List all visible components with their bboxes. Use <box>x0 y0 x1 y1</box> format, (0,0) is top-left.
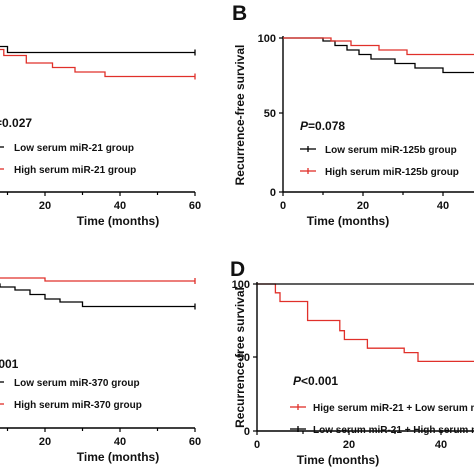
panel-miR-370: 20 40 60 Time (months) .001 Low serum miR-370… <box>0 277 201 464</box>
p-value-text: =0.027 <box>0 116 32 130</box>
legend-label: High serum miR-21 group <box>14 165 136 176</box>
x-tick-label: 40 <box>437 200 449 212</box>
x-tick-label: 20 <box>39 436 51 448</box>
x-tick-label: 40 <box>114 200 126 212</box>
x-axis-title: Time (months) <box>297 453 379 467</box>
x-axis-title: Time (months) <box>77 214 159 228</box>
legend-label: Low serum miR-125b group <box>325 145 457 156</box>
y-tick-label: 100 <box>232 279 250 291</box>
y-tick-label: 50 <box>238 352 250 364</box>
p-value: =0.027 <box>0 116 32 130</box>
y-axis-title: Recurrence-free survival <box>233 287 247 428</box>
y-tick-label: 100 <box>258 33 276 45</box>
legend-label: Hige serum miR-21 + Low serum miR-125b <box>313 403 474 414</box>
p-value-prefix: P <box>300 119 309 133</box>
y-axis-title: Recurrence-free survival <box>233 45 247 186</box>
p-value: .001 <box>0 357 19 371</box>
p-value-prefix: P <box>293 374 302 388</box>
survival-curve-series-1 <box>283 37 474 56</box>
panel-letter: B <box>232 2 247 25</box>
x-tick-label: 40 <box>114 436 126 448</box>
y-tick-label: 0 <box>244 426 250 438</box>
legend-label: Low serum miR-21 group <box>14 143 134 154</box>
survival-curve-series-0 <box>283 37 474 74</box>
legend-label: Low serum miR-370 group <box>14 378 140 389</box>
survival-curve-series-0 <box>0 283 195 308</box>
p-value: P=0.078 <box>300 119 345 133</box>
panel-letter: D <box>230 258 245 281</box>
legend-label: High serum miR-370 group <box>14 400 142 411</box>
x-axis-title: Time (months) <box>307 214 389 228</box>
x-tick-label: 20 <box>39 200 51 212</box>
x-tick-label: 0 <box>280 200 286 212</box>
legend-label: High serum miR-125b group <box>325 167 459 178</box>
survival-curve-series-0 <box>257 283 474 363</box>
panel-b-miR-125b: 0 50 100 0 20 40 Time (months) Recurrence-free … <box>232 2 474 228</box>
survival-curve-series-1 <box>0 48 195 78</box>
y-tick-label: 50 <box>264 108 276 120</box>
y-tick-label: 0 <box>270 187 276 199</box>
x-axis-title: Time (months) <box>77 450 159 464</box>
legend-label: Low serum miR-21 + High serum miR-125b <box>313 425 474 436</box>
x-tick-label: 40 <box>435 439 447 451</box>
x-tick-label: 0 <box>254 439 260 451</box>
panel-d-combination: 0 50 100 0 20 40 Time (months) Recurrence-free … <box>230 258 474 467</box>
x-tick-label: 20 <box>343 439 355 451</box>
x-tick-label: 20 <box>357 200 369 212</box>
p-value: P<0.001 <box>293 374 338 388</box>
panel-miR-21: 20 40 60 Time (months) =0.027 Low serum miR-2… <box>0 45 201 228</box>
x-tick-label: 60 <box>189 200 201 212</box>
p-value-text: =0.078 <box>308 119 345 133</box>
x-tick-label: 60 <box>189 436 201 448</box>
survival-curve-series-0 <box>0 45 195 54</box>
p-value-text: <0.001 <box>301 374 338 388</box>
survival-curve-series-1 <box>0 277 195 282</box>
p-value-text: .001 <box>0 357 19 371</box>
